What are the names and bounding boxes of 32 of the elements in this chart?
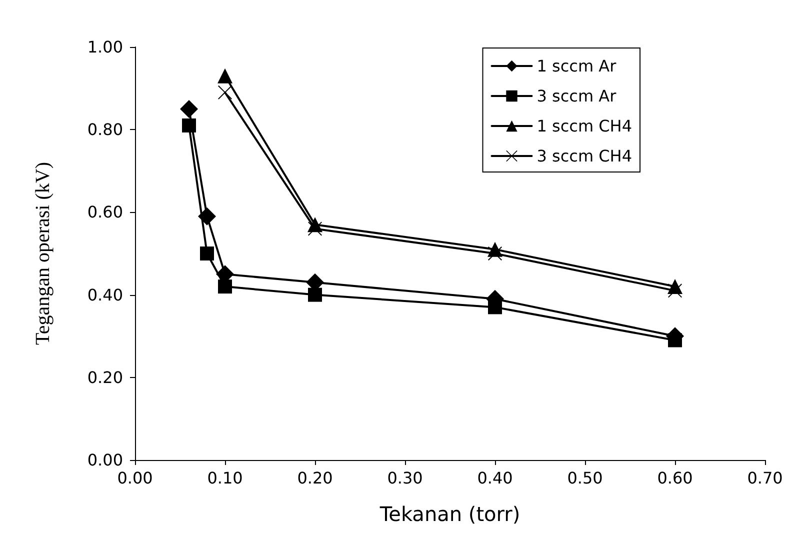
x-tick-label: 0.20 xyxy=(297,468,333,488)
x-tick-label: 0.60 xyxy=(657,468,693,488)
x-tick-label: 0.30 xyxy=(387,468,423,488)
point xyxy=(488,300,502,314)
x-tick-label: 0.40 xyxy=(477,468,513,488)
y-tick-label: 1.00 xyxy=(87,38,123,56)
point xyxy=(308,288,322,302)
y-tick-label: 0.60 xyxy=(87,202,123,222)
legend-label: 3 sccm Ar xyxy=(536,86,617,106)
y-tick-label: 0.00 xyxy=(87,450,123,470)
x-axis-title: Tekanan (torr) xyxy=(378,502,520,526)
legend-label: 3 sccm CH4 xyxy=(536,146,632,166)
point xyxy=(180,100,198,118)
x-tick-label: 0.70 xyxy=(747,468,783,488)
point xyxy=(198,207,216,226)
point xyxy=(218,68,232,84)
x-tick-label: 0.00 xyxy=(117,468,153,488)
x-tick-label: 0.50 xyxy=(567,468,603,488)
point xyxy=(182,118,196,132)
y-tick-label: 0.20 xyxy=(87,368,123,387)
y-tick-label: 0.80 xyxy=(87,120,123,140)
point xyxy=(218,85,232,100)
point xyxy=(668,333,682,348)
legend-label: 1 sccm CH4 xyxy=(536,116,632,136)
legend-label: 1 sccm Ar xyxy=(536,56,617,76)
y-axis-title: Tegangan operasi (kV) xyxy=(32,162,54,345)
point xyxy=(200,246,214,260)
point xyxy=(488,246,502,260)
x-tick-label: 0.10 xyxy=(207,468,243,488)
y-tick-label: 0.40 xyxy=(87,285,123,304)
point xyxy=(218,280,232,294)
point xyxy=(668,284,682,298)
